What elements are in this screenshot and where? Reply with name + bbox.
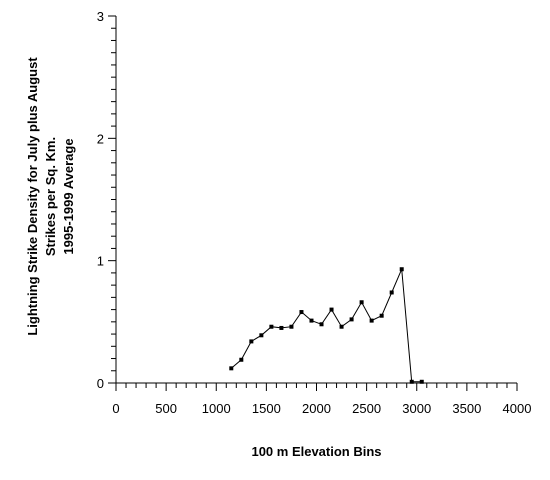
x-tick-label: 0 [112, 401, 119, 416]
data-point [309, 318, 314, 323]
data-point [269, 324, 274, 329]
data-point [419, 379, 424, 384]
x-axis-title: 100 m Elevation Bins [251, 444, 381, 459]
y-tick-label: 0 [97, 376, 104, 391]
minor-ticks [111, 27, 508, 388]
y-axis-title: Lightning Strike Density for July plus A… [25, 57, 76, 336]
series-line [230, 269, 422, 383]
y-axis-title-line: Strikes per Sq. Km. [43, 137, 58, 256]
y-axis-title-line: Lightning Strike Density for July plus A… [25, 57, 40, 336]
data-point [289, 324, 294, 329]
data-point [359, 300, 364, 305]
data-point [349, 317, 354, 322]
data-point [339, 324, 344, 329]
x-tick-label: 2500 [352, 401, 381, 416]
data-point [249, 339, 254, 344]
data-point [409, 379, 414, 384]
data-point [329, 307, 334, 312]
x-tick-label: 2000 [302, 401, 331, 416]
x-tick-label: 3000 [402, 401, 431, 416]
x-axis-ticks: 0 500 1000 1500 2000 2500 3000 3500 4000 [112, 383, 531, 416]
data-point [299, 310, 304, 315]
x-tick-label: 1500 [252, 401, 281, 416]
data-point [229, 366, 234, 371]
data-point [259, 333, 264, 338]
data-point [239, 357, 244, 362]
x-tick-label: 1000 [202, 401, 231, 416]
y-tick-label: 1 [97, 254, 104, 269]
series-group [229, 267, 424, 384]
x-tick-label: 500 [155, 401, 177, 416]
x-tick-label: 3500 [452, 401, 481, 416]
data-point [389, 290, 394, 295]
data-point [399, 267, 404, 272]
y-tick-label: 3 [97, 9, 104, 24]
data-point [379, 313, 384, 318]
y-axis-ticks: 0 1 2 3 [97, 9, 116, 391]
data-point [369, 318, 374, 323]
x-tick-label: 4000 [503, 401, 532, 416]
y-tick-label: 2 [97, 131, 104, 146]
data-point [279, 325, 284, 330]
y-axis-title-line: 1995-1999 Average [61, 138, 76, 254]
data-point [319, 322, 324, 327]
